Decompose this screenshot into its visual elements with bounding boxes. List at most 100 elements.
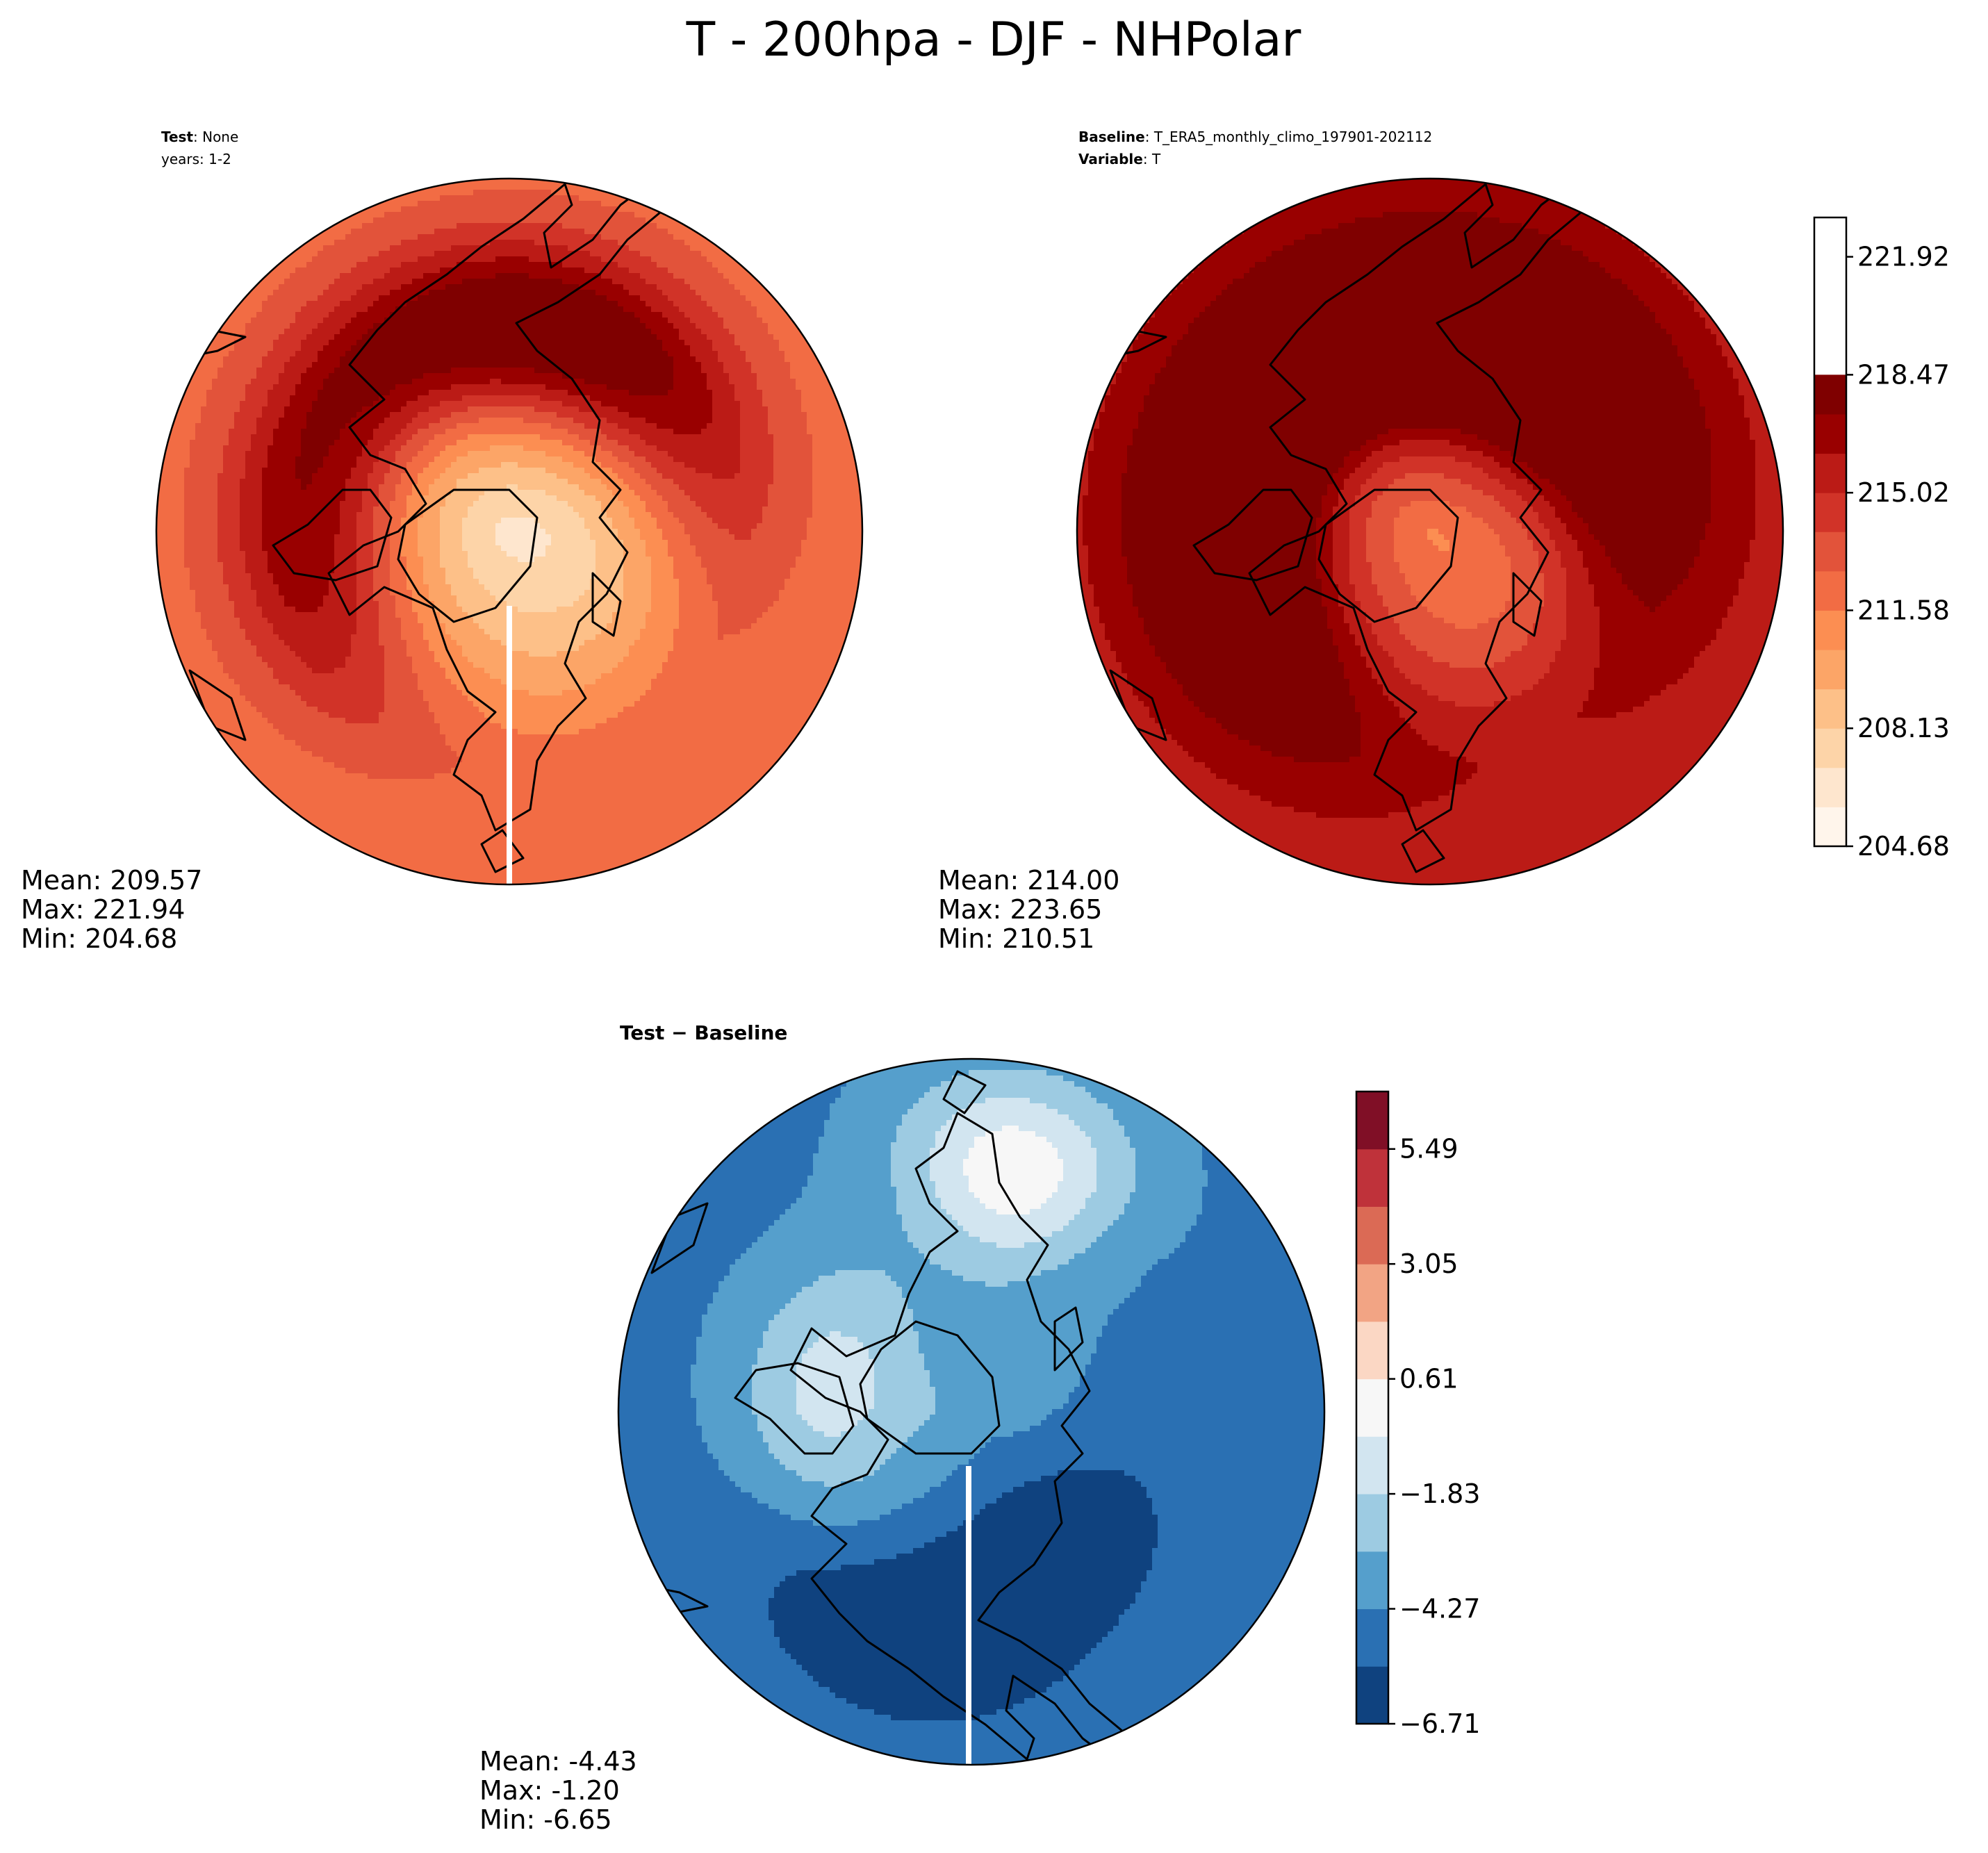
field-cell xyxy=(718,301,724,307)
field-cell xyxy=(501,245,507,252)
field-cell xyxy=(245,445,252,452)
field-cell xyxy=(345,440,352,446)
field-cell xyxy=(395,384,402,390)
field-cell xyxy=(240,384,246,390)
field-cell xyxy=(362,273,368,279)
field-cell xyxy=(679,412,685,418)
field-cell xyxy=(295,323,302,329)
field-cell xyxy=(723,356,730,363)
field-cell xyxy=(718,423,724,429)
field-cell xyxy=(279,351,285,357)
field-cell xyxy=(434,429,441,435)
field-cell xyxy=(445,462,452,468)
field-cell xyxy=(501,356,507,363)
field-cell xyxy=(495,434,502,440)
field-cell xyxy=(734,451,741,457)
field-cell xyxy=(629,240,635,246)
field-cell xyxy=(584,256,591,263)
field-cell xyxy=(612,334,618,340)
field-cell xyxy=(379,306,385,313)
field-cell xyxy=(595,390,602,396)
field-cell xyxy=(595,279,602,285)
field-cell xyxy=(373,334,379,340)
field-cell xyxy=(334,251,340,257)
field-cell xyxy=(623,318,630,324)
field-cell xyxy=(740,345,746,352)
field-cell xyxy=(612,429,618,435)
field-cell xyxy=(245,423,252,429)
field-cell xyxy=(640,318,646,324)
field-cell xyxy=(734,295,741,302)
field-cell xyxy=(479,212,485,218)
field-cell xyxy=(768,284,774,290)
field-cell xyxy=(646,229,652,235)
field-cell xyxy=(512,412,518,418)
field-cell xyxy=(362,434,368,440)
field-cell xyxy=(295,290,302,296)
field-cell xyxy=(534,462,541,468)
field-cell xyxy=(651,412,657,418)
field-cell xyxy=(195,373,202,379)
field-cell xyxy=(268,356,274,363)
field-cell xyxy=(673,212,680,218)
field-cell xyxy=(484,401,491,407)
field-cell xyxy=(557,217,563,224)
field-cell xyxy=(440,373,446,379)
field-cell xyxy=(507,356,513,363)
field-cell xyxy=(284,295,290,302)
field-cell xyxy=(712,279,718,285)
field-cell xyxy=(768,429,774,435)
field-cell xyxy=(240,362,246,368)
field-cell xyxy=(746,434,752,440)
field-cell xyxy=(390,240,396,246)
field-cell xyxy=(740,412,746,418)
field-cell xyxy=(629,406,635,413)
field-cell xyxy=(746,284,752,290)
field-cell xyxy=(484,273,491,279)
field-cell xyxy=(351,373,357,379)
field-cell xyxy=(740,418,746,424)
field-cell xyxy=(562,356,568,363)
field-cell xyxy=(479,462,485,468)
field-cell xyxy=(395,223,402,229)
field-cell xyxy=(562,340,568,346)
field-cell xyxy=(568,212,574,218)
field-cell xyxy=(201,384,207,390)
field-cell xyxy=(657,423,663,429)
field-cell xyxy=(473,351,479,357)
field-cell xyxy=(217,334,224,340)
field-cell xyxy=(290,418,296,424)
field-cell xyxy=(646,273,652,279)
field-cell xyxy=(495,323,502,329)
field-cell xyxy=(568,451,574,457)
field-cell xyxy=(768,301,774,307)
field-cell xyxy=(245,329,252,335)
field-cell xyxy=(334,451,340,457)
field-cell xyxy=(418,312,424,318)
field-cell xyxy=(662,451,668,457)
field-cell xyxy=(201,451,207,457)
field-cell xyxy=(579,323,585,329)
field-cell xyxy=(684,379,691,385)
field-cell xyxy=(268,273,274,279)
field-cell xyxy=(673,329,680,335)
field-cell xyxy=(240,462,246,468)
field-cell xyxy=(451,267,457,274)
field-cell xyxy=(590,395,596,402)
field-cell xyxy=(284,379,290,385)
field-cell xyxy=(401,295,407,302)
field-cell xyxy=(279,384,285,390)
field-cell xyxy=(757,395,763,402)
field-cell xyxy=(384,334,391,340)
field-cell xyxy=(673,390,680,396)
field-cell xyxy=(295,406,302,413)
field-cell xyxy=(696,345,702,352)
field-cell xyxy=(484,262,491,268)
field-cell xyxy=(668,451,674,457)
field-cell xyxy=(457,462,463,468)
field-cell xyxy=(212,418,218,424)
field-cell xyxy=(440,240,446,246)
field-cell xyxy=(751,368,757,374)
field-cell xyxy=(379,312,385,318)
field-cell xyxy=(490,412,496,418)
